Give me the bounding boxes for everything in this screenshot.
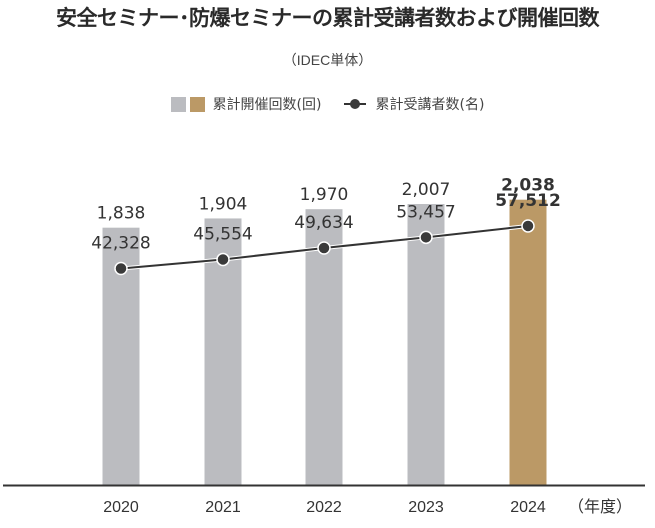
line-value-label-2021: 45,554 bbox=[193, 224, 252, 244]
legend-swatch-gray bbox=[170, 96, 186, 112]
line-point-2024 bbox=[521, 219, 535, 233]
line-point-2023 bbox=[419, 230, 433, 245]
bar-value-label-2023: 2,007 bbox=[402, 180, 451, 200]
chart-subtitle: （IDEC単体） bbox=[282, 52, 373, 68]
line-value-label-2020: 42,328 bbox=[91, 233, 150, 253]
x-tick-label-2023: 2023 bbox=[408, 499, 444, 516]
x-axis-unit-label: （年度） bbox=[568, 498, 632, 516]
bar-2024 bbox=[509, 199, 547, 485]
chart-title: 安全セミナー･防爆セミナーの累計受講者数および開催回数 bbox=[56, 6, 600, 30]
legend-label-bar: 累計開催回数(回) bbox=[212, 97, 322, 113]
legend: 累計開催回数(回) 累計受講者数(名) bbox=[0, 94, 655, 114]
x-tick-label-2022: 2022 bbox=[306, 499, 342, 516]
legend-swatch-gold bbox=[189, 96, 205, 112]
bar-2022 bbox=[305, 209, 343, 485]
line-value-label-2024: 57,512 bbox=[495, 191, 561, 211]
line-point-2020 bbox=[114, 261, 128, 276]
bar-value-label-2022: 1,970 bbox=[300, 185, 349, 205]
x-tick-label-2021: 2021 bbox=[205, 499, 241, 516]
x-tick-label-2024: 2024 bbox=[510, 499, 546, 516]
bar-value-label-2020: 1,838 bbox=[97, 204, 146, 224]
bar-value-label-2021: 1,904 bbox=[199, 194, 248, 214]
line-point-2021 bbox=[216, 252, 230, 267]
legend-label-line: 累計受講者数(名) bbox=[375, 97, 485, 113]
bar-2023 bbox=[407, 204, 445, 485]
x-tick-label-2020: 2020 bbox=[103, 499, 139, 516]
legend-line-marker-icon bbox=[343, 99, 366, 109]
line-point-2022 bbox=[317, 241, 331, 255]
line-value-label-2023: 53,457 bbox=[396, 202, 455, 222]
line-value-label-2022: 49,634 bbox=[294, 213, 353, 233]
bar-value-label-2024: 2,038 bbox=[501, 176, 555, 196]
